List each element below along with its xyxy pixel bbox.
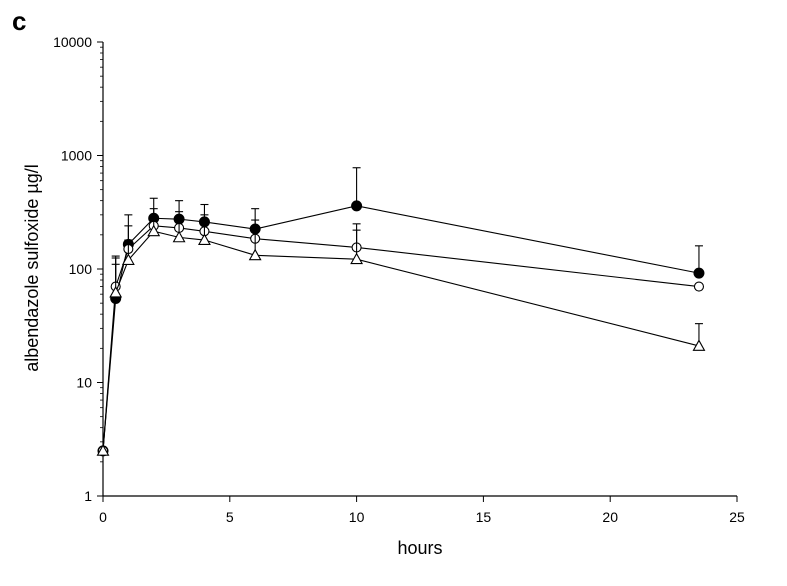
x-tick-label: 15 xyxy=(476,509,492,525)
series-3-point xyxy=(172,230,186,243)
series-3-point xyxy=(109,285,123,298)
plot-area: 0 5 10 15 20 25 1 10 100 1000 10000 xyxy=(53,34,745,525)
x-tick-label: 5 xyxy=(226,509,234,525)
x-tick-label: 20 xyxy=(602,509,618,525)
x-axis-title: hours xyxy=(397,538,442,558)
series-3-point xyxy=(147,224,161,237)
y-tick-label: 10 xyxy=(76,375,92,391)
series-3-point xyxy=(121,253,135,265)
y-tick-label: 1 xyxy=(84,488,92,504)
y-tick-label: 10000 xyxy=(53,34,92,50)
x-tick-label: 10 xyxy=(349,509,365,525)
y-axis-title: albendazole sulfoxide µg/l xyxy=(22,164,42,372)
series-3-point xyxy=(96,444,110,456)
series-3-point xyxy=(198,233,211,245)
series-1-point xyxy=(351,200,363,212)
y-tick-label: 100 xyxy=(69,261,93,277)
series-3-point xyxy=(350,252,364,265)
series-2-point xyxy=(693,281,705,292)
series-3-line xyxy=(102,230,700,451)
y-tick-label: 1000 xyxy=(61,148,92,164)
series-1-line xyxy=(102,205,700,451)
series-3-point xyxy=(692,339,706,351)
series-3-point xyxy=(248,248,262,261)
series-1-point xyxy=(693,267,705,279)
panel-label: c xyxy=(12,6,26,36)
x-tick-label: 0 xyxy=(99,509,107,525)
series-2-line xyxy=(102,225,700,451)
x-tick-label: 25 xyxy=(729,509,745,525)
